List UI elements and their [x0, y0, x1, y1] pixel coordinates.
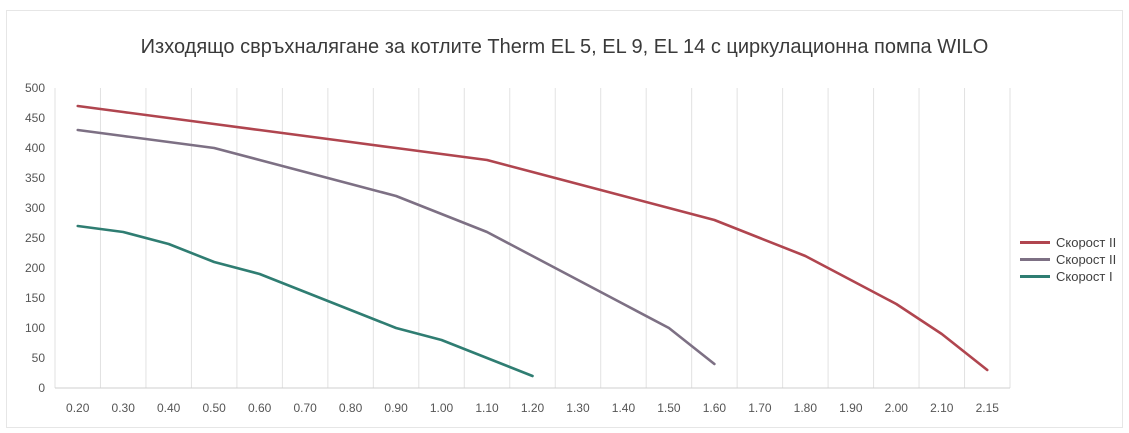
x-tick-label: 1.30 [566, 401, 590, 415]
x-tick-label: 1.50 [657, 401, 681, 415]
x-tick-label: 0.30 [112, 401, 136, 415]
y-tick-label: 500 [25, 81, 45, 95]
x-tick-label: 0.40 [157, 401, 181, 415]
legend-label: Скорост I [1056, 269, 1113, 284]
y-tick-label: 450 [25, 111, 45, 125]
x-tick-label: 2.00 [885, 401, 909, 415]
y-tick-label: 300 [25, 201, 45, 215]
x-tick-label: 1.40 [612, 401, 636, 415]
x-tick-label: 2.15 [976, 401, 1000, 415]
y-tick-label: 350 [25, 171, 45, 185]
x-tick-label: 1.20 [521, 401, 545, 415]
x-tick-label: 0.90 [384, 401, 408, 415]
x-tick-label: 1.60 [703, 401, 727, 415]
series-line-2 [76, 128, 716, 366]
chart-legend: Скорост II Скорост II Скорост I [1020, 234, 1116, 285]
y-tick-label: 100 [25, 321, 45, 335]
x-tick-label: 0.70 [293, 401, 317, 415]
legend-label: Скорост II [1056, 235, 1117, 250]
legend-swatch [1020, 241, 1050, 244]
legend-swatch [1020, 275, 1050, 278]
y-tick-label: 200 [25, 261, 45, 275]
legend-swatch [1020, 258, 1050, 261]
x-tick-label: 0.60 [248, 401, 272, 415]
series-line-3 [76, 224, 534, 378]
x-tick-label: 0.50 [202, 401, 226, 415]
y-tick-label: 150 [25, 291, 45, 305]
legend-label: Скорост II [1056, 252, 1117, 267]
y-tick-label: 250 [25, 231, 45, 245]
legend-item: Скорост II [1020, 234, 1116, 251]
series-line-1 [76, 104, 989, 372]
x-tick-label: 1.70 [748, 401, 772, 415]
x-tick-label: 1.00 [430, 401, 454, 415]
chart-title: Изходящо свръхналягане за котлите Therm … [140, 36, 989, 58]
legend-item: Скорост I [1020, 268, 1116, 285]
y-tick-label: 50 [32, 351, 46, 365]
x-tick-label: 2.10 [930, 401, 954, 415]
y-tick-label: 0 [38, 381, 45, 395]
legend-item: Скорост II [1020, 251, 1116, 268]
x-tick-label: 1.80 [794, 401, 818, 415]
x-tick-label: 1.10 [475, 401, 499, 415]
x-tick-label: 1.90 [839, 401, 863, 415]
y-tick-label: 400 [25, 141, 45, 155]
x-tick-label: 0.20 [66, 401, 90, 415]
x-tick-label: 0.80 [339, 401, 363, 415]
chart-frame [6, 10, 1123, 428]
